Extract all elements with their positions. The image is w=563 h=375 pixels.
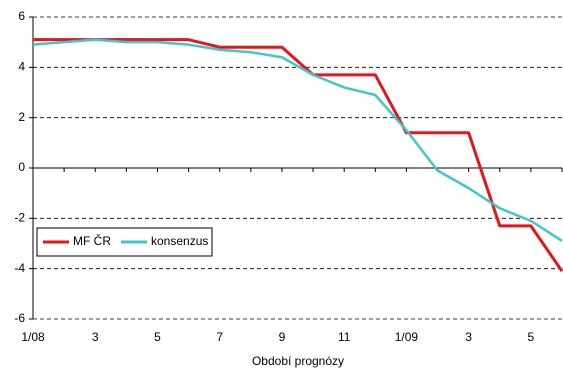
x-tick-label: 1/09 [395, 330, 419, 344]
y-tick-label: 4 [18, 60, 25, 74]
x-tick-label: 7 [216, 330, 223, 344]
x-tick-label: 1/08 [21, 330, 45, 344]
y-tick-label: 2 [18, 110, 25, 124]
y-tick-label: 0 [18, 160, 25, 174]
series-line [32, 38, 563, 243]
y-tick-label: 6 [18, 9, 25, 23]
x-tick-label: 5 [154, 330, 161, 344]
x-tick-label: 5 [528, 330, 535, 344]
series-line [33, 38, 563, 273]
x-axis-label: Období prognózy [252, 354, 344, 368]
legend-label: konsenzus [151, 234, 208, 248]
legend-label: MF ČR [73, 233, 111, 248]
x-tick-label: 3 [92, 330, 99, 344]
x-tick-label: 11 [338, 330, 351, 344]
y-tick-label: -6 [14, 311, 25, 325]
y-tick-label: -4 [14, 261, 25, 275]
y-tick-label: -2 [14, 211, 25, 225]
x-tick-label: 3 [465, 330, 472, 344]
x-tick-label: 9 [279, 330, 286, 344]
